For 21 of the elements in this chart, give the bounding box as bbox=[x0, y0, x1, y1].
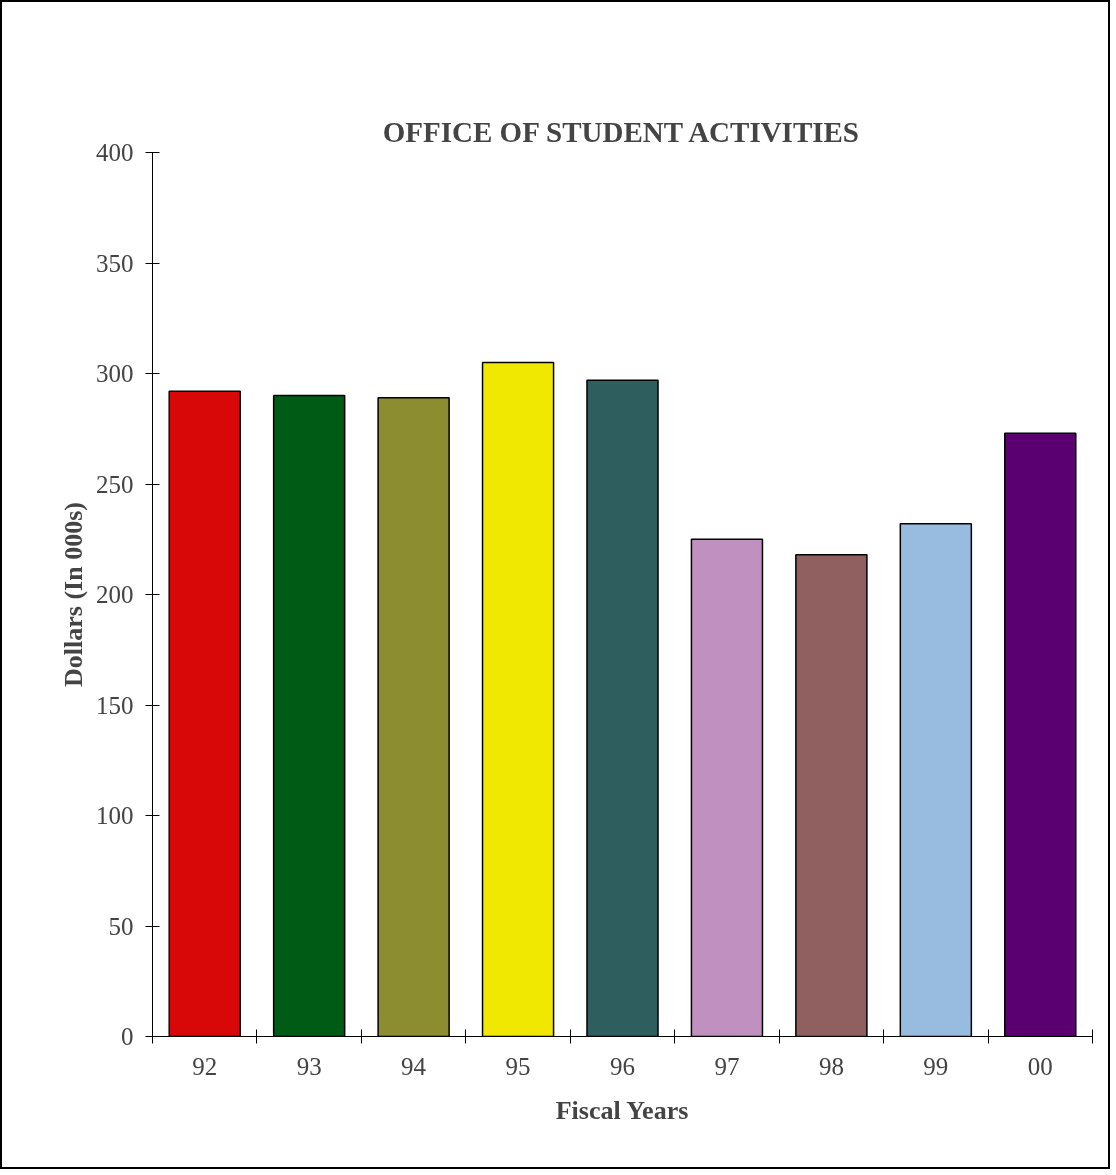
y-tick-label: 100 bbox=[96, 802, 134, 829]
x-axis-title: Fiscal Years bbox=[555, 1095, 689, 1125]
y-tick-label: 350 bbox=[96, 249, 134, 277]
y-tick-label: 0 bbox=[121, 1023, 134, 1050]
x-tick-label: 98 bbox=[818, 1052, 844, 1080]
x-tick-label: 97 bbox=[714, 1052, 740, 1080]
y-tick-label: 400 bbox=[96, 139, 134, 166]
y-tick-label: 300 bbox=[96, 360, 134, 387]
x-tick-label: 00 bbox=[1027, 1052, 1053, 1080]
y-tick-label: 200 bbox=[96, 581, 134, 608]
chart-title: OFFICE OF STUDENT ACTIVITIES bbox=[382, 115, 860, 148]
x-tick-label: 94 bbox=[401, 1052, 427, 1080]
x-tick-label: 92 bbox=[192, 1052, 218, 1080]
x-tick-label: 96 bbox=[610, 1052, 635, 1080]
x-tick-label: 99 bbox=[923, 1052, 949, 1080]
y-tick-label: 50 bbox=[108, 912, 134, 940]
y-tick-label: 250 bbox=[96, 470, 134, 498]
x-tick-label: 95 bbox=[505, 1052, 531, 1080]
y-axis-title: Dollars (In 000s) bbox=[59, 502, 88, 687]
y-tick-label: 150 bbox=[96, 691, 134, 719]
x-tick-label: 93 bbox=[296, 1052, 322, 1080]
